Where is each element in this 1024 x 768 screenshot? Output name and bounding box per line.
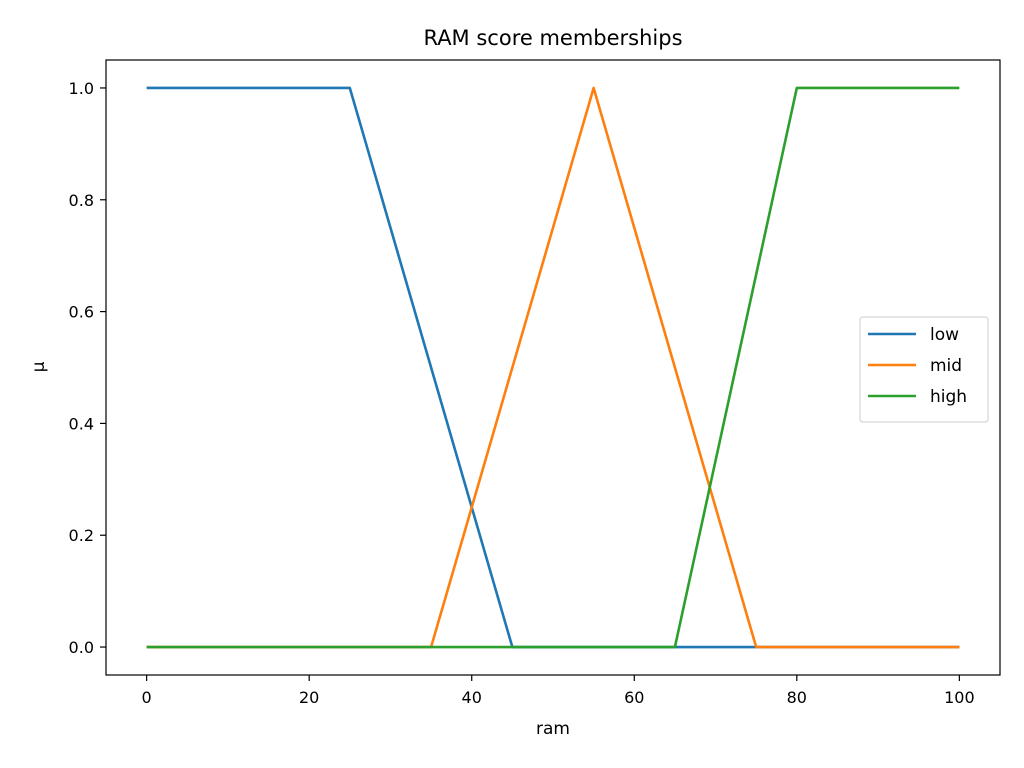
legend-label-high: high	[930, 387, 967, 407]
legend-label-low: low	[930, 325, 959, 345]
y-tick-label: 0.2	[69, 526, 94, 545]
y-tick-label: 1.0	[69, 79, 94, 98]
series-line-low	[146, 86, 960, 649]
x-tick-label: 0	[142, 688, 152, 707]
x-tick-label: 80	[787, 688, 807, 707]
x-axis-label: ram	[536, 719, 570, 739]
y-tick-label: 0.6	[69, 303, 94, 322]
x-tick-label: 20	[299, 688, 319, 707]
series-line-high	[146, 86, 960, 649]
x-axis-ticks: 0 20 40 60 80 100	[142, 675, 975, 707]
x-tick-label: 100	[944, 688, 975, 707]
x-tick-label: 60	[624, 688, 644, 707]
series-layer	[146, 86, 960, 649]
chart-title: RAM score memberships	[423, 26, 682, 50]
y-tick-label: 0.0	[69, 638, 94, 657]
y-tick-label: 0.4	[69, 414, 94, 433]
plot-frame	[105, 59, 1001, 676]
y-axis-ticks: 0.0 0.2 0.4 0.6 0.8 1.0	[69, 79, 106, 657]
legend: low mid high	[859, 316, 989, 423]
y-axis-label: μ	[29, 361, 49, 372]
x-tick-label: 40	[462, 688, 482, 707]
y-tick-label: 0.8	[69, 191, 94, 210]
legend-label-mid: mid	[930, 356, 962, 376]
series-line-mid	[146, 86, 960, 649]
